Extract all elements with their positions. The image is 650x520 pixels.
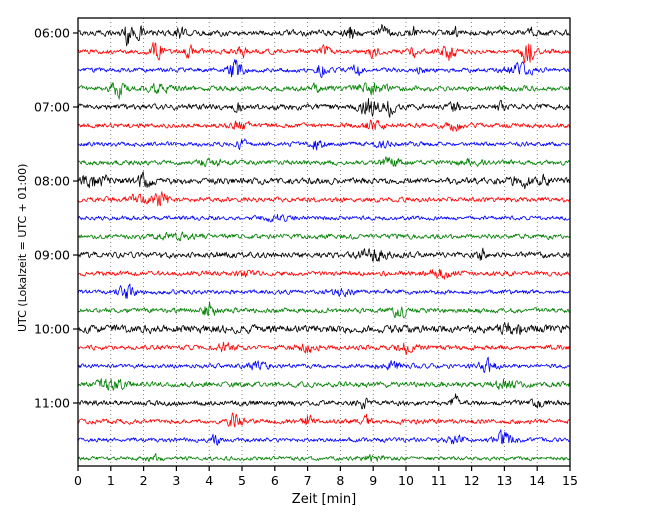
plot-border: [77, 17, 571, 467]
seismic-trace: [77, 301, 571, 319]
x-tick-label: 10: [398, 473, 414, 488]
x-tick-label: 9: [369, 473, 377, 488]
y-tick-label: 09:00: [34, 248, 70, 263]
seismic-trace: [77, 247, 571, 262]
seismic-trace: [77, 82, 571, 100]
x-tick-label: 7: [304, 473, 312, 488]
seismic-trace: [77, 171, 571, 190]
seismic-trace: [77, 429, 571, 446]
x-tick-label: 6: [271, 473, 279, 488]
seismic-trace: [77, 412, 571, 428]
seismic-trace: [77, 214, 571, 223]
x-axis-label: Zeit [min]: [291, 492, 357, 507]
x-tick-label: 14: [529, 473, 545, 488]
y-tick-label: 07:00: [34, 100, 70, 115]
y-tick-label: 10:00: [34, 322, 70, 337]
seismic-trace: [77, 138, 571, 151]
seismic-trace: [77, 231, 571, 242]
x-tick-label: 2: [140, 473, 148, 488]
x-tick-label: 12: [464, 473, 480, 488]
x-tick-label: 15: [562, 473, 578, 488]
x-tick-label: 1: [107, 473, 115, 488]
seismic-trace: [77, 59, 571, 78]
x-tick-label: 3: [172, 473, 180, 488]
seismic-trace: [77, 378, 571, 391]
y-tick-label: 08:00: [34, 174, 70, 189]
x-tick-label: 13: [496, 473, 512, 488]
x-tick-label: 0: [74, 473, 82, 488]
x-tick-label: 11: [431, 473, 447, 488]
y-tick-label: 06:00: [34, 26, 70, 41]
y-axis-label: UTC (Lokalzeit = UTC + 01:00): [16, 163, 29, 332]
seismic-trace: [77, 24, 571, 47]
seismic-trace: [77, 356, 571, 374]
seismic-trace: [77, 98, 571, 118]
seismic-trace: [77, 322, 571, 336]
y-tick-label: 11:00: [34, 396, 70, 411]
seismic-trace: [77, 41, 571, 64]
seismic-trace: [77, 268, 571, 280]
seismic-trace: [77, 191, 571, 207]
seismic-trace: [77, 283, 571, 299]
x-tick-label: 4: [205, 473, 213, 488]
seismic-trace: [77, 453, 571, 462]
seismic-trace: [77, 156, 571, 168]
seismic-trace: [77, 341, 571, 355]
x-tick-label: 8: [336, 473, 344, 488]
seismic-trace: [77, 119, 571, 132]
x-tick-label: 5: [238, 473, 246, 488]
seismic-trace: [78, 393, 571, 410]
